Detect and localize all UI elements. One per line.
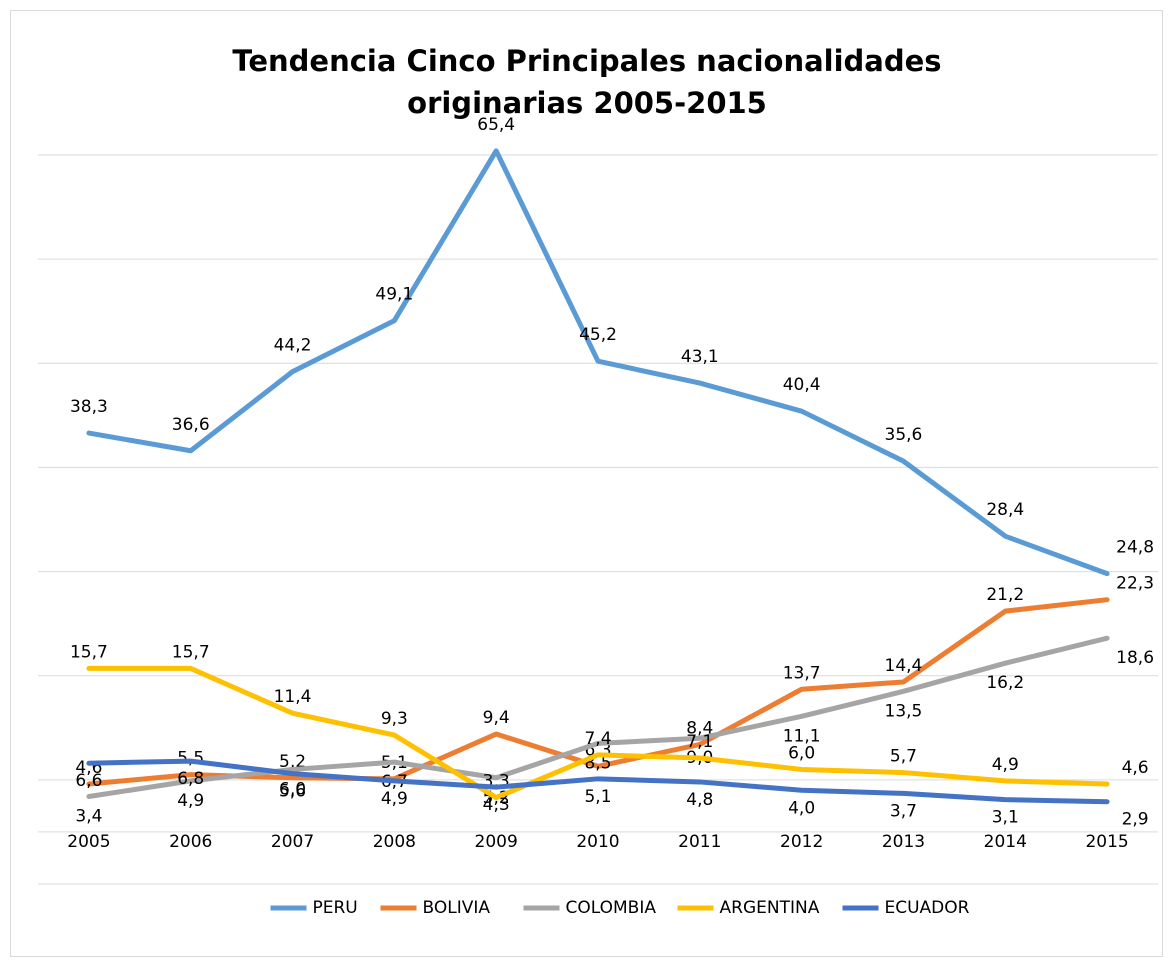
x-tick-label: 2008 bbox=[373, 832, 416, 852]
data-label: 3,7 bbox=[890, 801, 917, 821]
data-label: 4,6 bbox=[1122, 758, 1149, 778]
data-label: 38,3 bbox=[70, 397, 108, 417]
x-tick-label: 2011 bbox=[678, 832, 721, 852]
data-label: 5,1 bbox=[584, 787, 611, 807]
data-label: 15,7 bbox=[172, 642, 210, 662]
data-label: 49,1 bbox=[375, 285, 413, 305]
data-label: 24,8 bbox=[1116, 538, 1154, 558]
data-label: 5,7 bbox=[890, 747, 917, 767]
data-label: 4,3 bbox=[483, 795, 510, 815]
data-label: 2,9 bbox=[1122, 810, 1149, 830]
data-label: 44,2 bbox=[274, 336, 312, 356]
data-label: 45,2 bbox=[579, 325, 617, 345]
legend-label: COLOMBIA bbox=[566, 898, 657, 918]
data-label: 3,1 bbox=[992, 808, 1019, 828]
data-label: 7,1 bbox=[686, 732, 713, 752]
data-label: 4,0 bbox=[788, 798, 815, 818]
x-tick-label: 2015 bbox=[1085, 832, 1128, 852]
data-label: 5,6 bbox=[279, 782, 306, 802]
data-label: 4,9 bbox=[177, 791, 204, 811]
data-label: 3,4 bbox=[75, 807, 102, 827]
data-label: 36,6 bbox=[172, 415, 210, 435]
line-series bbox=[86, 148, 1110, 577]
line-series bbox=[86, 665, 1110, 801]
x-tick-label: 2013 bbox=[882, 832, 925, 852]
data-label: 21,2 bbox=[986, 585, 1024, 605]
x-tick-label: 2006 bbox=[169, 832, 212, 852]
data-label: 7,4 bbox=[584, 729, 611, 749]
data-label: 4,8 bbox=[686, 790, 713, 810]
data-label: 35,6 bbox=[885, 425, 923, 445]
line-series bbox=[86, 635, 1110, 800]
x-tick-label: 2014 bbox=[984, 832, 1027, 852]
data-label: 6,0 bbox=[279, 779, 306, 799]
data-label: 16,2 bbox=[986, 673, 1024, 693]
data-label: 9,3 bbox=[381, 709, 408, 729]
data-label: 40,4 bbox=[783, 375, 821, 395]
data-label: 15,7 bbox=[70, 642, 108, 662]
x-tick-label: 2009 bbox=[475, 832, 518, 852]
x-tick-label: 2007 bbox=[271, 832, 314, 852]
line-series bbox=[86, 758, 1110, 805]
data-label: 11,4 bbox=[274, 687, 312, 707]
legend-label: ECUADOR bbox=[885, 898, 970, 918]
data-label: 28,4 bbox=[986, 500, 1024, 520]
data-label: 14,4 bbox=[885, 656, 923, 676]
x-tick-label: 2005 bbox=[67, 832, 110, 852]
legend-label: ARGENTINA bbox=[720, 898, 820, 918]
data-label: 4,9 bbox=[992, 755, 1019, 775]
chart-title: Tendencia Cinco Principales nacionalidad… bbox=[232, 44, 942, 120]
line-series bbox=[86, 597, 1110, 787]
data-label: 6,8 bbox=[177, 769, 204, 789]
legend-label: PERU bbox=[313, 898, 358, 918]
data-label: 9,4 bbox=[483, 708, 510, 728]
chart-frame bbox=[10, 10, 1163, 957]
legend-label: BOLIVIA bbox=[423, 898, 491, 918]
data-label: 22,3 bbox=[1116, 574, 1154, 594]
data-label: 13,7 bbox=[783, 663, 821, 683]
data-label: 6,0 bbox=[788, 743, 815, 763]
data-label: 6,6 bbox=[75, 771, 102, 791]
data-label: 18,6 bbox=[1116, 648, 1154, 668]
data-label: 65,4 bbox=[477, 115, 515, 135]
data-label: 4,9 bbox=[381, 789, 408, 809]
data-label: 13,5 bbox=[885, 701, 923, 721]
data-label: 43,1 bbox=[681, 347, 719, 367]
x-tick-label: 2010 bbox=[576, 832, 619, 852]
data-label: 11,1 bbox=[783, 726, 821, 746]
x-tick-label: 2012 bbox=[780, 832, 823, 852]
data-label: 8,4 bbox=[686, 718, 713, 738]
